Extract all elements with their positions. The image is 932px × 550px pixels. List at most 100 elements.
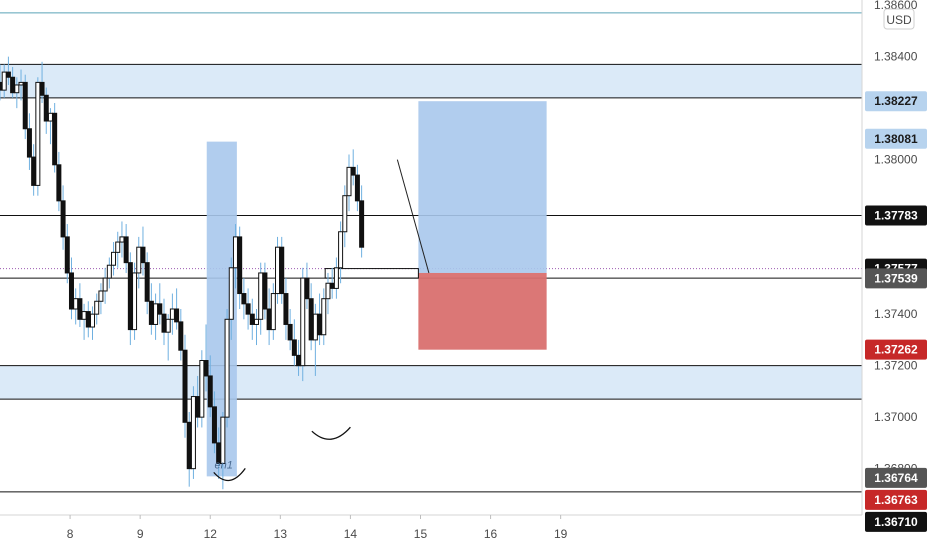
candle-body-79 <box>329 282 335 289</box>
candle-body-70 <box>291 339 297 356</box>
candle-body-19 <box>77 298 83 320</box>
candle-body-49 <box>203 360 209 377</box>
candle-body-36 <box>148 300 154 325</box>
time-axis[interactable]: 8 9 12 13 14 15 16 19 <box>67 515 568 541</box>
boxes-layer <box>206 101 547 477</box>
candle-body-18 <box>73 298 79 310</box>
price-badge-1.36763: 1.36763 <box>865 489 927 510</box>
candle-body-47 <box>195 396 201 418</box>
candle-body-30 <box>123 236 129 264</box>
price-axis[interactable]: 1.386001.384001.380001.374001.372001.370… <box>874 0 918 476</box>
candle-body-60 <box>249 313 255 325</box>
price-badge-1.38227: 1.38227 <box>865 91 927 112</box>
price-badge-bg <box>865 128 927 149</box>
candle-body-46 <box>190 396 196 470</box>
candle-body-81 <box>338 231 344 269</box>
candle-body-75 <box>312 313 318 341</box>
zone-1 <box>0 365 862 400</box>
x-tick-9: 9 <box>137 527 144 541</box>
candle-body-74 <box>308 298 314 341</box>
candle-body-66 <box>275 246 281 295</box>
candles-layer <box>0 56 365 490</box>
price-badge-bg <box>865 511 927 532</box>
currency-label[interactable]: USD <box>883 8 915 30</box>
position-loss-zone <box>418 272 547 350</box>
candle-body-0 <box>0 81 3 91</box>
candle-body-65 <box>270 293 276 331</box>
candle-body-57 <box>237 236 243 295</box>
y-tick-1.37000: 1.37000 <box>874 410 918 424</box>
candle-body-34 <box>140 246 146 264</box>
y-tick-1.37200: 1.37200 <box>874 359 918 373</box>
candle-body-12 <box>47 112 53 122</box>
candle-body-31 <box>127 262 133 331</box>
candle-body-53 <box>220 416 226 464</box>
candle-body-27 <box>111 251 117 266</box>
price-badge-text: 1.36710 <box>874 515 918 529</box>
trendline <box>396 159 430 274</box>
price-badge-bg <box>865 489 927 510</box>
zones-layer <box>0 64 862 400</box>
candle-body-15 <box>60 200 66 238</box>
arc-1 <box>311 426 351 440</box>
range-rectangle <box>324 268 419 279</box>
candle-body-17 <box>68 272 74 310</box>
arc-0 <box>213 467 246 482</box>
candle-body-2 <box>5 71 11 78</box>
candle-body-68 <box>283 293 289 325</box>
price-badge-1.36764: 1.36764 <box>865 467 927 488</box>
price-badge-text: 1.37539 <box>874 271 918 285</box>
candle-body-76 <box>317 313 323 336</box>
y-tick-1.37400: 1.37400 <box>874 307 918 321</box>
candle-body-58 <box>241 293 247 305</box>
candle-body-40 <box>165 318 171 333</box>
candle-body-3 <box>10 76 16 94</box>
candle-body-86 <box>359 200 365 248</box>
price-badge-1.37262: 1.37262 <box>865 339 927 360</box>
candle-body-39 <box>161 313 167 333</box>
candle-body-5 <box>18 81 24 86</box>
price-badges: 1.382271.380811.377831.375771.375391.372… <box>865 91 927 532</box>
candle-body-41 <box>169 308 175 320</box>
candle-body-59 <box>245 303 251 315</box>
candle-body-8 <box>31 156 37 186</box>
price-badge-bg <box>865 205 927 226</box>
candle-body-38 <box>157 303 163 315</box>
candle-body-77 <box>321 298 327 336</box>
position-profit-zone <box>418 101 547 273</box>
candle-body-13 <box>52 112 58 166</box>
candle-body-61 <box>253 318 259 325</box>
candle-body-32 <box>132 272 138 331</box>
candle-body-51 <box>211 406 217 444</box>
candle-body-1 <box>1 71 7 91</box>
price-badge-bg <box>865 91 927 112</box>
candle-body-43 <box>178 321 184 351</box>
candle-body-16 <box>64 236 70 274</box>
candle-body-80 <box>333 267 339 289</box>
candle-body-6 <box>22 81 28 130</box>
candle-body-62 <box>258 272 264 320</box>
candle-body-50 <box>207 375 213 408</box>
candle-body-48 <box>199 360 205 418</box>
candle-body-78 <box>325 282 331 300</box>
price-badge-text: 1.36763 <box>874 493 918 507</box>
candle-body-11 <box>43 94 49 122</box>
candle-body-82 <box>342 195 348 233</box>
x-tick-13: 13 <box>274 527 288 541</box>
price-badge-text: 1.37262 <box>874 343 918 357</box>
currency-text: USD <box>886 13 912 27</box>
drawings-layer: en1 <box>213 159 430 482</box>
candle-body-23 <box>94 300 100 315</box>
candle-body-22 <box>90 313 96 328</box>
candle-body-64 <box>266 308 272 331</box>
candle-body-4 <box>14 84 20 94</box>
candle-body-14 <box>56 164 62 202</box>
x-tick-19: 19 <box>554 527 568 541</box>
candle-body-35 <box>144 262 150 302</box>
price-badge-text: 1.37783 <box>874 209 918 223</box>
price-badge-bg <box>865 467 927 488</box>
price-badge-text: 1.36764 <box>874 471 918 485</box>
candle-body-44 <box>182 349 188 423</box>
